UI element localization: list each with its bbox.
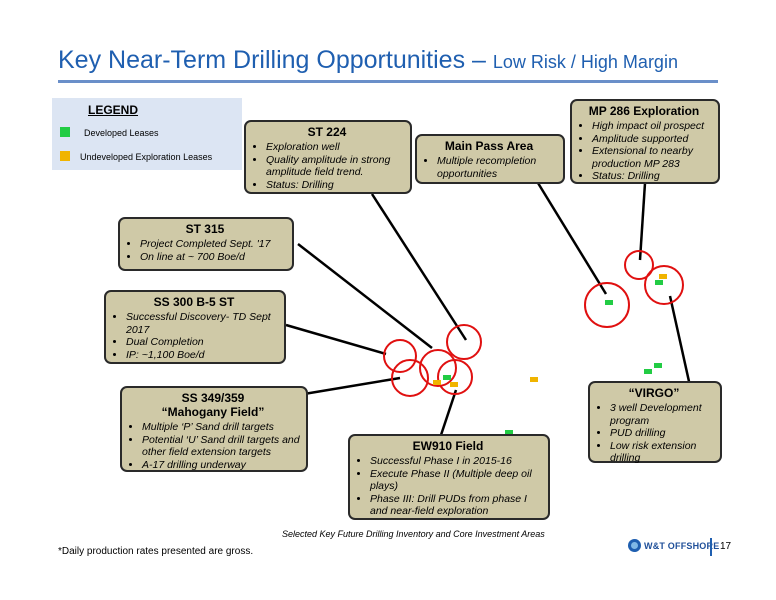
callout-bullet: On line at ~ 700 Boe/d	[140, 251, 286, 264]
undeveloped-lease-block	[433, 380, 441, 385]
connector-virgo	[668, 295, 692, 387]
circle-main-pass	[584, 282, 630, 328]
logo-mark-icon	[628, 539, 641, 552]
developed-lease-block	[605, 300, 613, 305]
footnote: *Daily production rates presented are gr…	[58, 546, 254, 557]
title-sub: Low Risk / High Margin	[492, 52, 678, 72]
callout-title: SS 349/359	[181, 391, 245, 405]
connector-lines	[285, 182, 692, 439]
connector-main-pass	[536, 182, 608, 295]
circle-ss349	[391, 359, 429, 397]
connector-ss300	[285, 323, 387, 356]
undeveloped-lease-block	[530, 377, 538, 382]
legend-undeveloped-label: Undeveloped Exploration Leases	[80, 152, 213, 162]
callout-bullet: PUD drilling	[610, 427, 714, 440]
callout-bullet: Extensional to nearby production MP 283	[592, 145, 712, 170]
callout-mp286: MP 286 Exploration High impact oil prosp…	[570, 99, 720, 184]
circle-ew910	[437, 359, 473, 395]
callout-title: “VIRGO”	[628, 386, 680, 400]
page-number: 17	[720, 541, 732, 552]
undeveloped-swatch	[60, 151, 70, 161]
connector-st315	[297, 243, 433, 349]
circle-st224	[446, 324, 482, 360]
callout-bullet: Successful Discovery- TD Sept 2017	[126, 311, 278, 336]
connector-st224	[370, 193, 468, 341]
callout-bullet: Potential ‘U’ Sand drill targets and oth…	[142, 434, 300, 459]
callout-subtitle: “Mahogany Field”	[161, 405, 265, 419]
page-number-divider	[710, 538, 712, 556]
developed-lease-block	[443, 375, 451, 380]
legend: LEGEND Developed Leases Undeveloped Expl…	[52, 98, 242, 170]
callout-bullet: Multiple recompletion opportunities	[437, 155, 557, 180]
callout-bullet: Low risk extension drilling	[610, 440, 714, 465]
connector-ew910	[438, 389, 458, 439]
callout-bullet: Status: Drilling	[592, 170, 712, 183]
callout-bullet: IP: ~1,100 Boe/d	[126, 349, 278, 362]
undeveloped-lease-block	[659, 274, 667, 279]
callout-ew910: EW910 Field Successful Phase I in 2015-1…	[348, 434, 550, 520]
developed-lease-block	[655, 280, 663, 285]
developed-lease-block	[654, 363, 662, 368]
callout-bullet: High impact oil prospect	[592, 120, 712, 133]
callout-ss300: SS 300 B-5 ST Successful Discovery- TD S…	[104, 290, 286, 364]
connector-mp286	[638, 182, 647, 261]
callout-ss349: SS 349/359 “Mahogany Field” Multiple ‘P’…	[120, 386, 308, 472]
title-rule	[58, 80, 718, 83]
callout-title: ST 315	[185, 222, 225, 236]
developed-lease-block	[505, 430, 513, 435]
circle-st315	[419, 349, 457, 387]
developed-lease-block	[644, 369, 652, 374]
logo-text: W&T OFFSHORE	[644, 540, 720, 551]
callout-title: Main Pass Area	[444, 139, 534, 153]
callout-bullet: Phase III: Drill PUDs from phase I and n…	[370, 493, 542, 518]
callout-st315: ST 315 Project Completed Sept. '17 On li…	[118, 217, 294, 271]
callout-bullet: Execute Phase II (Multiple deep oil play…	[370, 468, 542, 493]
title-main: Key Near-Term Drilling Opportunities –	[58, 46, 493, 74]
legend-developed-label: Developed Leases	[84, 128, 159, 138]
page-title: Key Near-Term Drilling Opportunities – L…	[58, 46, 678, 75]
circle-mp286	[624, 250, 654, 280]
callout-virgo: “VIRGO” 3 well Development program PUD d…	[588, 381, 722, 465]
connector-ss349	[291, 376, 401, 398]
callout-main-pass: Main Pass Area Multiple recompletion opp…	[415, 134, 565, 184]
callout-bullet: Dual Completion	[126, 336, 278, 349]
callout-title: SS 300 B-5 ST	[153, 295, 235, 309]
callout-st224: ST 224 Exploration well Quality amplitud…	[244, 120, 412, 194]
callout-bullet: Quality amplitude in strong amplitude fi…	[266, 154, 404, 179]
callout-bullet: Status: Drilling	[266, 179, 404, 192]
figure-caption: Selected Key Future Drilling Inventory a…	[282, 529, 545, 539]
callout-bullet: 3 well Development program	[610, 402, 714, 427]
callout-bullet: Amplitude supported	[592, 133, 712, 146]
callout-bullet: Exploration well	[266, 141, 404, 154]
legend-title: LEGEND	[88, 103, 139, 117]
target-circles	[383, 250, 684, 397]
callout-title: MP 286 Exploration	[588, 104, 700, 118]
callout-title: ST 224	[307, 125, 347, 139]
callout-title: EW910 Field	[412, 439, 484, 453]
callout-bullet: Project Completed Sept. '17	[140, 238, 286, 251]
circle-ss300	[383, 339, 417, 373]
developed-swatch	[60, 127, 70, 137]
undeveloped-lease-block	[450, 382, 458, 387]
callout-bullet: A-17 drilling underway	[142, 459, 300, 472]
callout-bullet: Multiple ‘P’ Sand drill targets	[142, 421, 300, 434]
lease-blocks	[433, 274, 667, 435]
circle-virgo	[644, 265, 684, 305]
company-logo: W&T OFFSHORE	[628, 539, 719, 552]
callout-bullet: Successful Phase I in 2015-16	[370, 455, 542, 468]
